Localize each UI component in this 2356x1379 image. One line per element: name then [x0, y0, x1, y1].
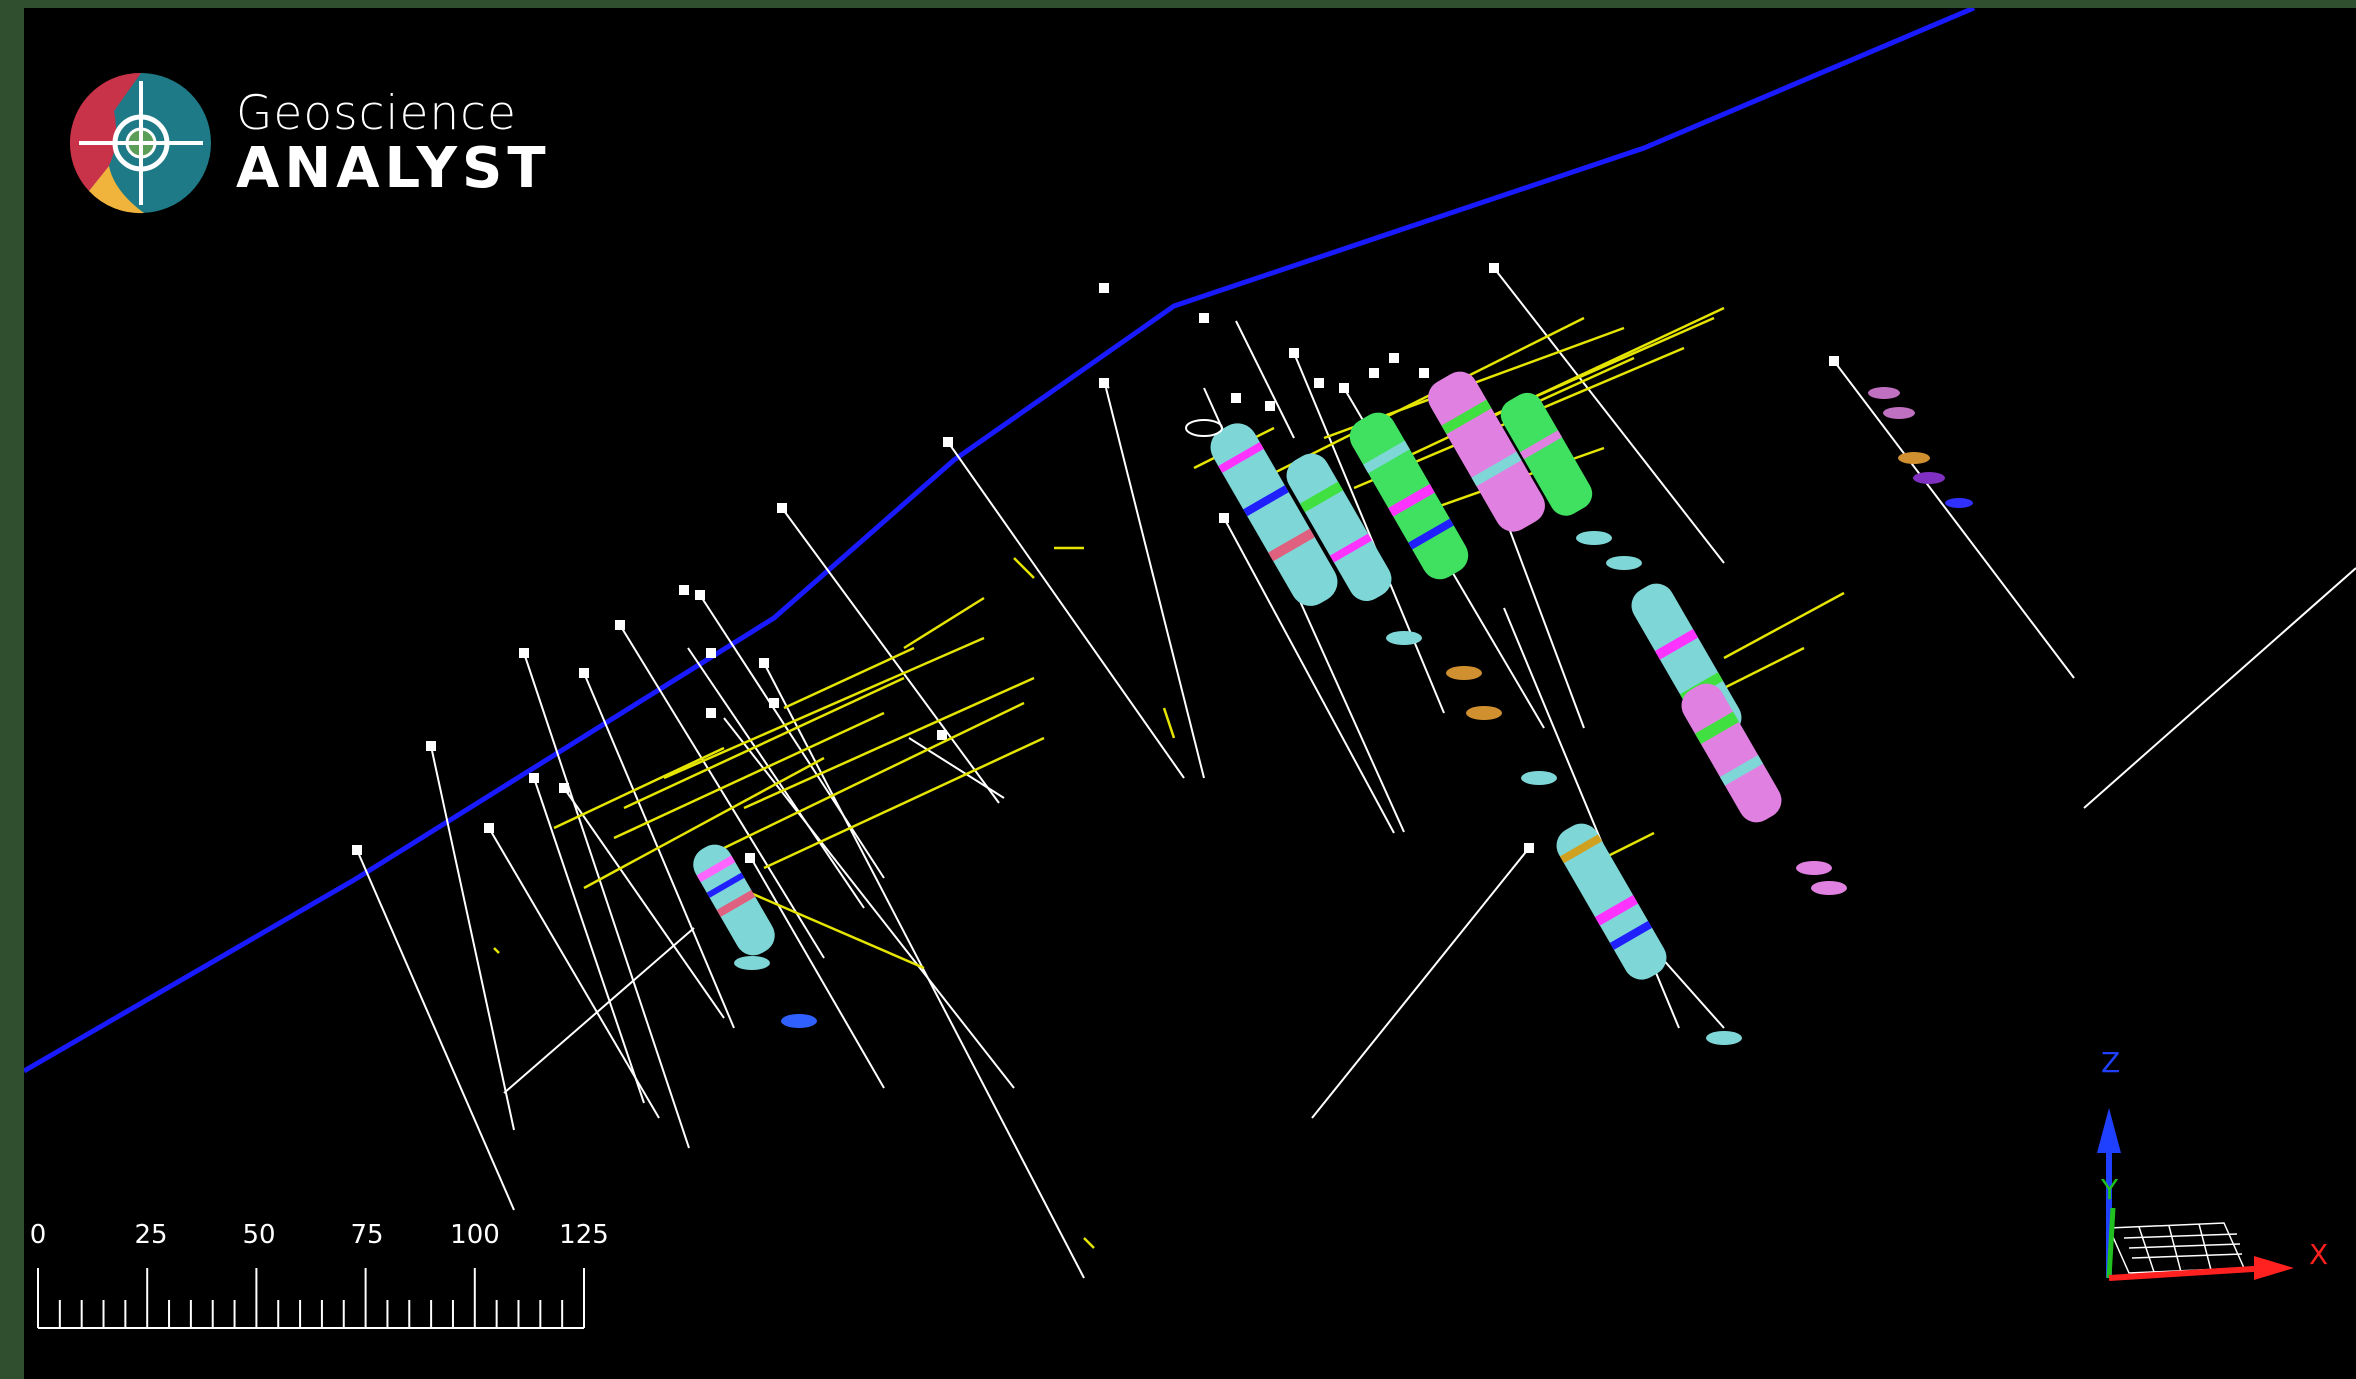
y-axis-shaft — [2106, 1207, 2116, 1279]
drillhole-traces — [356, 267, 2356, 1279]
scale-tick-label: 0 — [29, 1220, 47, 1250]
scale-tick-label: 100 — [450, 1220, 500, 1250]
topography-line — [24, 8, 1975, 1074]
scale-tick-label: 75 — [350, 1220, 384, 1250]
logo-mark-icon — [69, 72, 211, 213]
triad-grid — [2107, 1222, 2246, 1274]
z-axis-label: Z — [2101, 1046, 2121, 1079]
logo-line-analyst: ANALYST — [236, 135, 551, 201]
lithology-cylinders — [693, 371, 1782, 980]
3d-scene[interactable] — [24, 8, 2356, 1379]
3d-viewport[interactable]: Geoscience ANALYST 0 25 50 75 100 125 — [24, 8, 2356, 1379]
x-axis-label: X — [2309, 1238, 2329, 1271]
selection-marker — [1185, 419, 1223, 437]
axis-triad-graphic — [2097, 1108, 2294, 1281]
x-axis-shaft — [2108, 1265, 2270, 1281]
x-axis-arrowhead — [2254, 1256, 2294, 1280]
logo-line-geoscience: Geoscience — [236, 85, 517, 141]
z-axis-arrowhead — [2097, 1108, 2121, 1153]
scale-tick-label: 25 — [134, 1220, 168, 1250]
axis-orientation-triad: Z Y X — [2059, 1028, 2356, 1328]
logo-wordmark: Geoscience ANALYST — [236, 90, 551, 197]
sample-discs — [734, 387, 1973, 1045]
scale-bar-ruler — [37, 1268, 585, 1329]
y-axis-label: Y — [2101, 1173, 2119, 1206]
geoscience-analyst-logo: Geoscience ANALYST — [69, 68, 551, 218]
scale-tick-label: 125 — [559, 1220, 609, 1250]
collar-markers — [352, 263, 1839, 863]
scale-tick-label: 50 — [242, 1220, 276, 1250]
assay-traces — [493, 306, 1845, 1249]
